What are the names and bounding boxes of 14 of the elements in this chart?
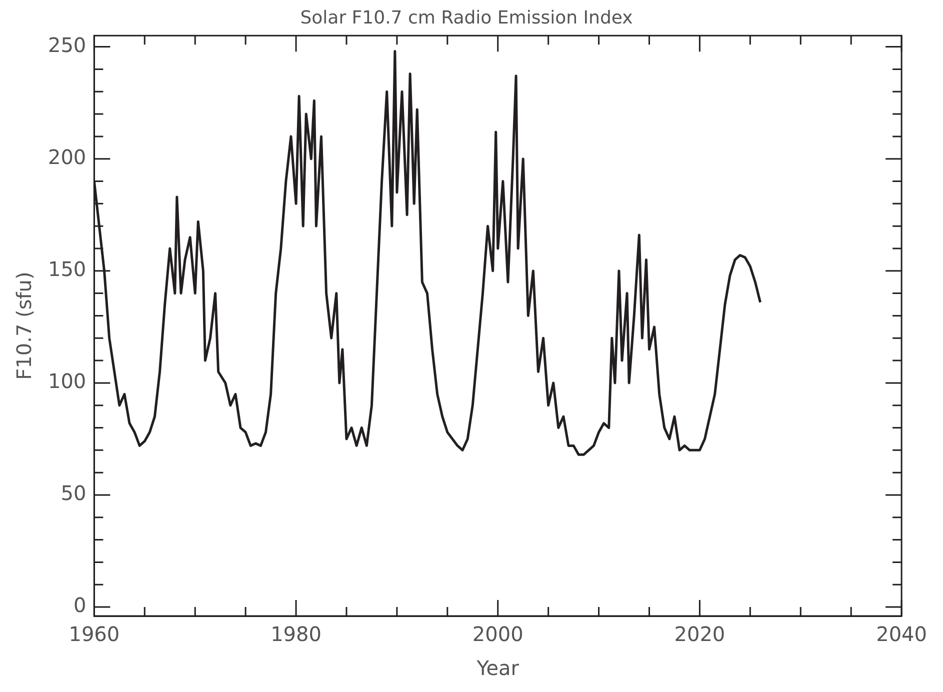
x-axis-title: Year <box>476 656 520 680</box>
y-tick-label: 0 <box>73 593 86 618</box>
x-tick-label: 1960 <box>68 622 120 646</box>
y-tick-label: 150 <box>48 257 86 282</box>
y-tick-label: 100 <box>48 369 86 394</box>
chart-title: Solar F10.7 cm Radio Emission Index <box>300 7 634 28</box>
x-tick-label: 2040 <box>876 622 928 646</box>
y-tick-label: 250 <box>48 33 86 58</box>
x-tick-label: 2000 <box>472 622 524 646</box>
y-tick-label: 200 <box>48 145 86 170</box>
y-tick-label: 50 <box>60 481 86 506</box>
x-tick-label: 2020 <box>674 622 726 646</box>
y-axis-title: F10.7 (sfu) <box>12 272 36 380</box>
x-tick-label: 1980 <box>270 622 322 646</box>
